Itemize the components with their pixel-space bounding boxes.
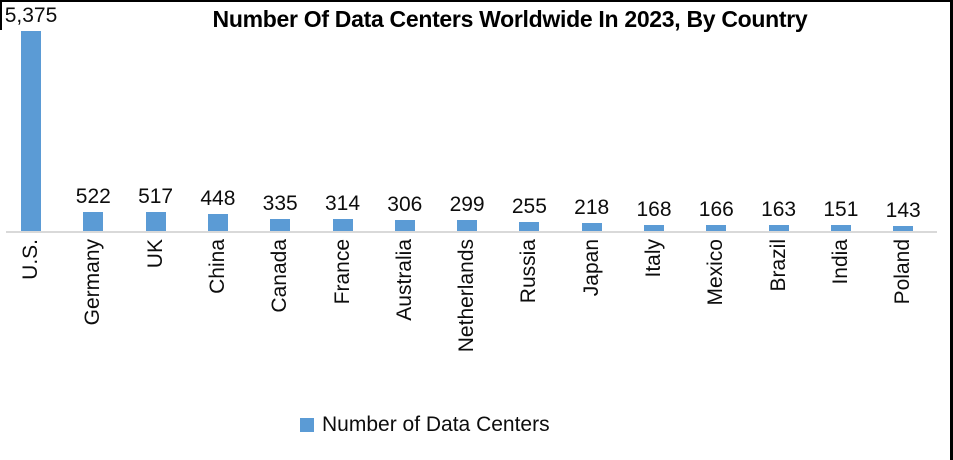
bar	[519, 221, 540, 231]
bar	[706, 224, 727, 231]
bar	[332, 219, 353, 231]
value-label: 335	[262, 191, 298, 215]
category-label: Japan	[579, 239, 603, 297]
category-label: UK	[143, 239, 167, 269]
value-label: 166	[698, 197, 734, 221]
value-label: 522	[75, 184, 111, 208]
frame-border-left	[0, 0, 2, 30]
category-label: Mexico	[704, 239, 728, 306]
bar	[893, 225, 914, 231]
value-label: 143	[885, 198, 921, 222]
category-label: India	[828, 239, 852, 285]
bar	[581, 222, 602, 231]
category-label: Australia	[392, 239, 416, 321]
value-label: 163	[761, 197, 797, 221]
category-label: Germany	[81, 239, 105, 326]
bar	[21, 31, 41, 231]
value-label: 218	[574, 195, 610, 219]
bar	[394, 219, 415, 231]
category-label: Netherlands	[455, 239, 479, 353]
value-label: 5,375	[4, 4, 58, 27]
value-label: 314	[324, 192, 361, 216]
x-axis-line	[6, 231, 937, 233]
category-label: Brazil	[766, 239, 790, 292]
bar	[457, 219, 478, 231]
category-label: China	[205, 239, 229, 294]
legend: Number of Data Centers	[300, 413, 550, 437]
value-label: 151	[823, 198, 859, 222]
category-label: Italy	[642, 239, 665, 278]
category-label: Poland	[891, 239, 915, 305]
frame-border-right	[950, 0, 953, 460]
category-label: France	[330, 239, 354, 305]
value-label: 306	[387, 192, 423, 216]
legend-swatch	[300, 418, 314, 432]
bar	[644, 224, 664, 231]
category-label: Russia	[517, 239, 541, 304]
category-label: Canada	[268, 239, 292, 313]
category-label: U.S.	[19, 239, 42, 280]
value-label: 299	[449, 192, 485, 216]
value-label: 168	[636, 197, 672, 221]
bar	[145, 211, 166, 231]
bar	[83, 211, 104, 231]
plot-area: 5,375 522 517 448 335 314 306 299 255 218 168 166 16…	[4, 4, 937, 233]
frame-border-top	[0, 0, 953, 2]
legend-label: Number of Data Centers	[322, 413, 550, 436]
value-label: 517	[138, 184, 174, 208]
value-label: 448	[200, 187, 236, 211]
value-label: 255	[511, 194, 547, 218]
bar	[270, 218, 291, 231]
chart-title: Number Of Data Centers Worldwide In 2023…	[212, 6, 808, 32]
bar	[768, 224, 789, 231]
bar	[830, 225, 851, 231]
bar	[207, 214, 228, 231]
